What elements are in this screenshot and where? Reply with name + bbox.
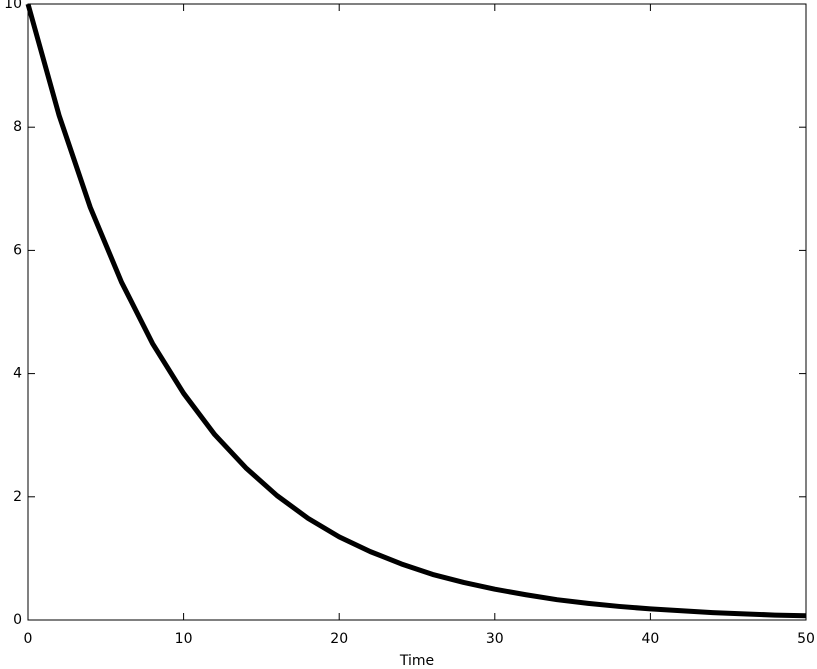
x-tick-label: 30	[486, 631, 504, 647]
y-tick-label: 4	[13, 366, 22, 382]
plot-frame	[27, 3, 807, 621]
y-tick-label: 0	[13, 612, 22, 628]
y-tick-label: 2	[13, 489, 22, 505]
y-tick-label: 6	[13, 242, 22, 258]
y-tick-label: 8	[13, 119, 22, 135]
x-tick-label: 0	[24, 631, 33, 647]
x-tick-label: 40	[641, 631, 659, 647]
x-axis-label: Time	[399, 653, 434, 669]
data-line	[25, 3, 807, 619]
x-tick-label: 20	[330, 631, 348, 647]
x-tick-label: 10	[175, 631, 193, 647]
y-tick-label: 10	[4, 0, 22, 12]
x-tick-label: 50	[797, 631, 815, 647]
